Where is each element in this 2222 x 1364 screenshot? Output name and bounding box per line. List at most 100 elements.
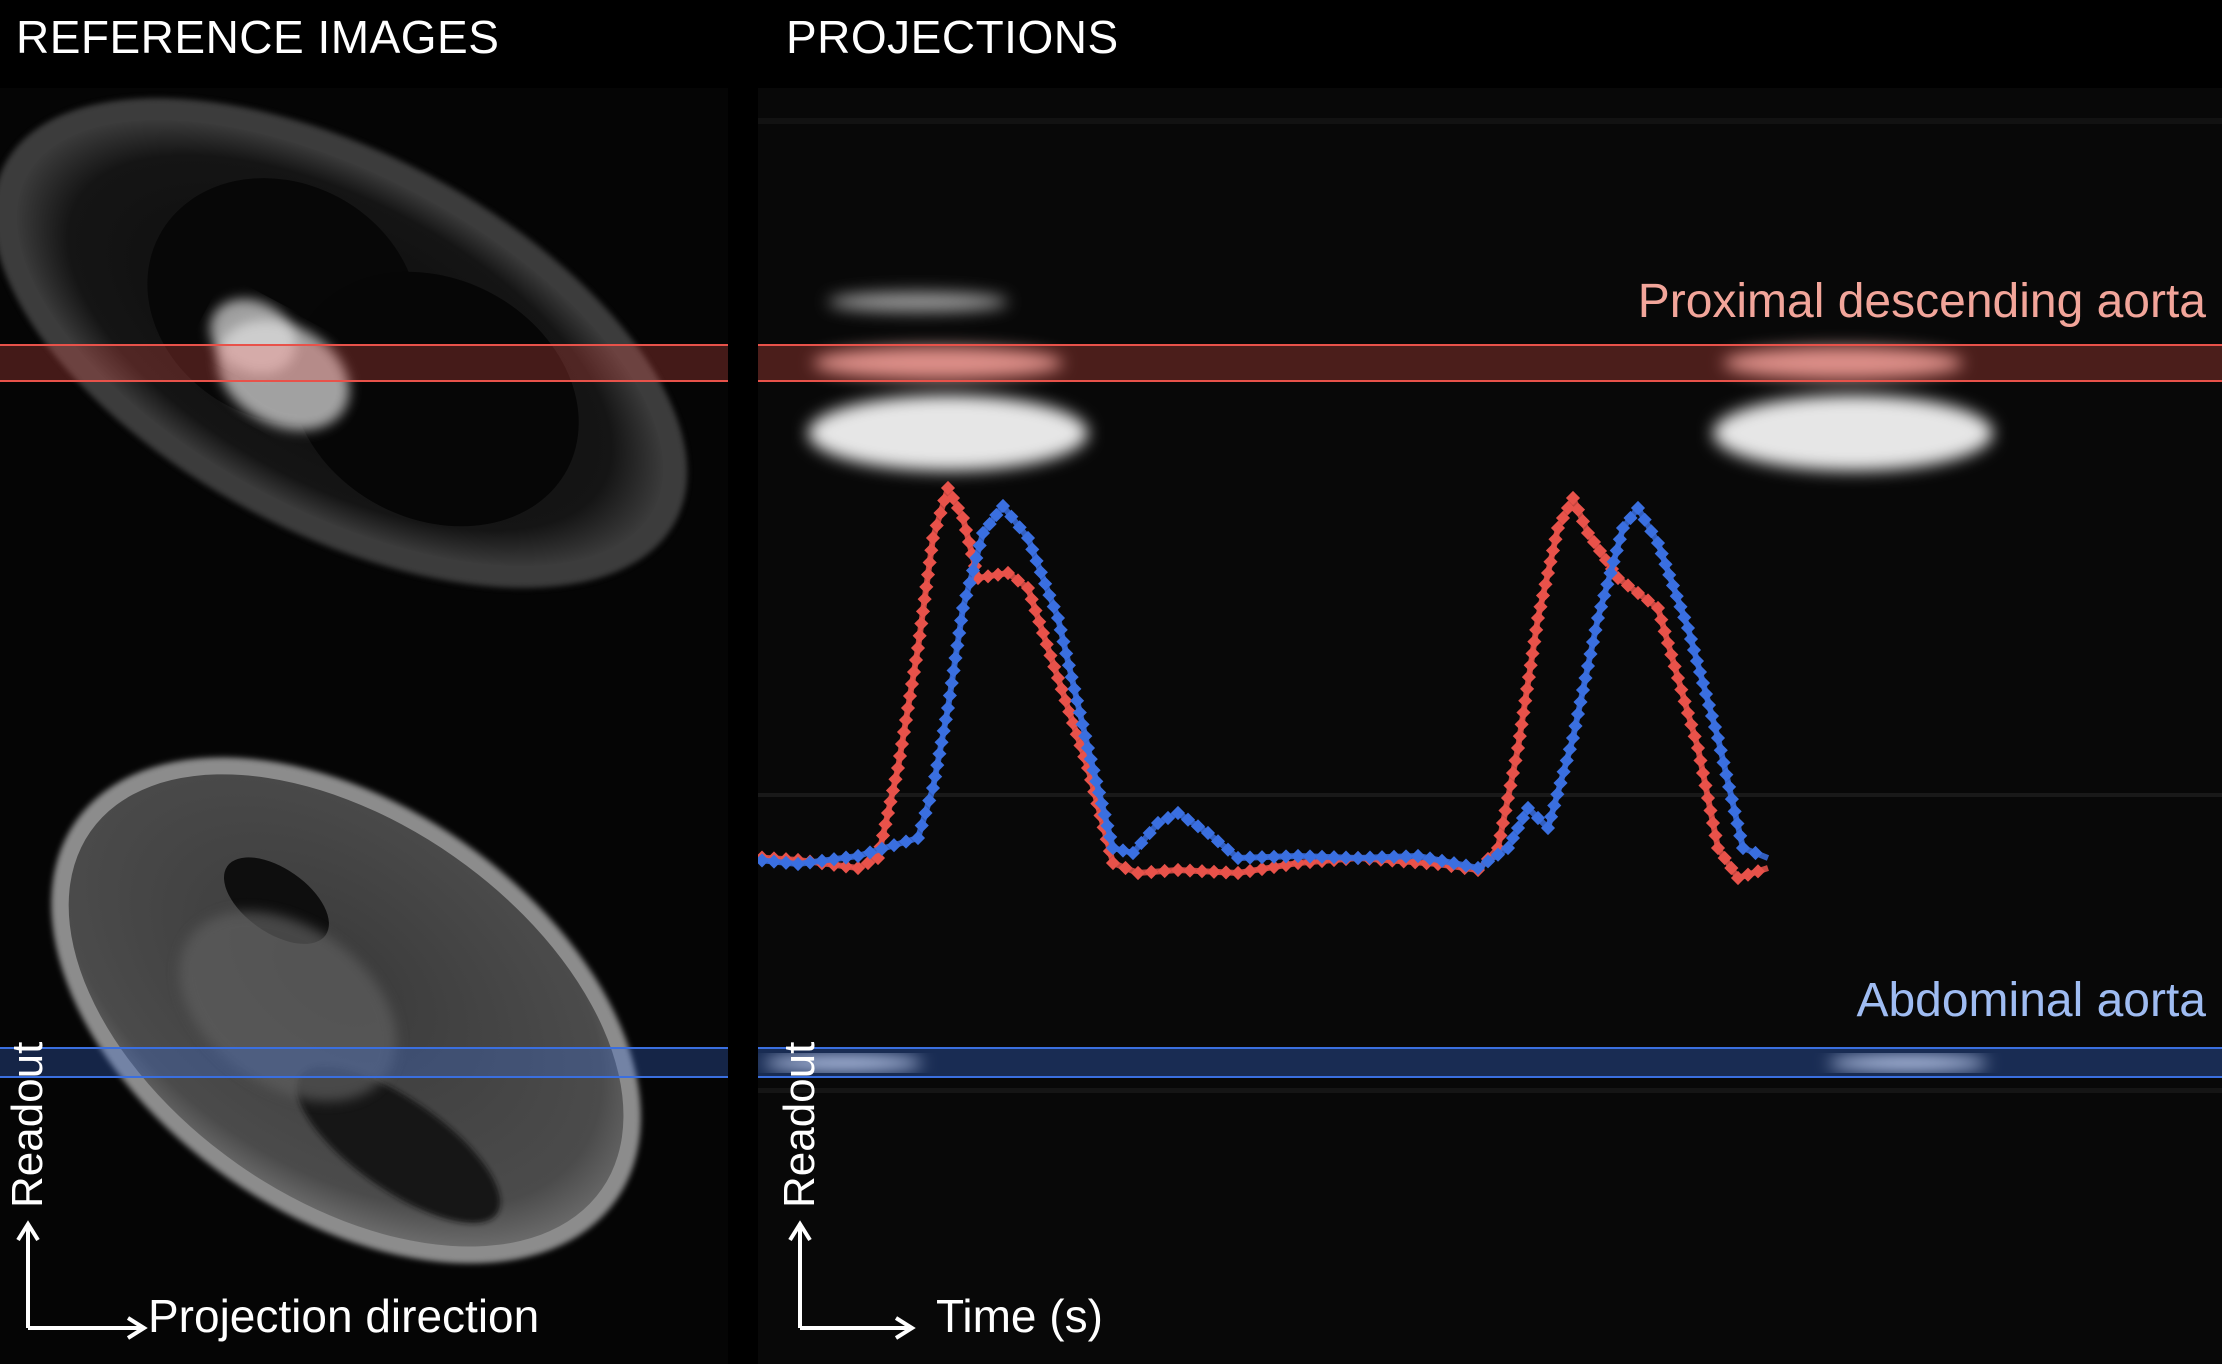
proximal-curve-marker: [1575, 514, 1591, 529]
reference-images-header: REFERENCE IMAGES: [16, 11, 500, 63]
abdominal-curve-marker: [955, 600, 971, 616]
abdominal-curve-marker: [1606, 554, 1621, 569]
abdominal-curve-marker: [910, 830, 926, 846]
abdominal-curve-marker: [1190, 819, 1206, 834]
abdominal-curve-marker: [1510, 820, 1526, 836]
proximal-curve-marker: [1065, 715, 1081, 731]
proximal-curve-marker: [898, 712, 914, 728]
abdominal-curve-marker: [954, 613, 969, 628]
proximal-curve-marker: [1680, 705, 1696, 721]
proximal-curve-marker: [1705, 815, 1721, 831]
proximal-curve-marker: [880, 805, 896, 821]
proximal-curve-marker: [1230, 865, 1246, 881]
proximal-curve-marker: [1512, 729, 1527, 744]
proximal-curve-marker: [1254, 861, 1270, 877]
abdominal-curve-marker: [1142, 825, 1157, 841]
abdominal-curve-marker: [1434, 853, 1450, 868]
proximal-curve-marker: [1674, 682, 1689, 697]
proximal-curve-marker: [1000, 565, 1016, 581]
proximal-curve-marker: [1527, 634, 1542, 649]
abdominal-curve-marker: [1553, 775, 1568, 791]
proximal-curve-marker: [1703, 803, 1718, 818]
proximal-curve-marker: [920, 567, 936, 582]
proximal-curve-marker: [958, 522, 974, 538]
proximal-curve-marker: [904, 676, 920, 692]
proximal-descending-aorta-label: Proximal descending aorta: [1637, 275, 2206, 328]
proximal-curve-marker: [1664, 647, 1679, 662]
abdominal-curve-marker: [838, 850, 854, 865]
abdominal-curve-marker: [1730, 816, 1745, 831]
proximal-curve-marker: [1538, 577, 1553, 592]
abdominal-curve-marker: [1302, 849, 1318, 864]
proximal-curve-marker: [1032, 614, 1047, 629]
time-axis-label: Time (s): [936, 1290, 1103, 1342]
proximal-curve-marker: [1035, 625, 1051, 641]
abdominal-curve-marker: [1707, 719, 1723, 735]
abdominal-curve-marker: [942, 688, 957, 703]
proximal-curve-marker: [1580, 525, 1596, 541]
proximal-curve-marker: [1020, 580, 1036, 596]
proximal-curve-marker: [1266, 859, 1282, 875]
proximal-curve-marker: [1508, 753, 1523, 768]
proximal-curve-marker: [1039, 637, 1054, 652]
proximal-curve-marker: [924, 543, 939, 558]
abdominal-curve-marker: [1064, 670, 1079, 685]
proximal-curve-marker: [894, 736, 910, 752]
abdominal-curve-marker: [1673, 599, 1688, 614]
proximal-curve-marker: [1690, 740, 1706, 756]
proximal-curve-marker: [1062, 704, 1077, 719]
abdominal-curve-marker: [1160, 810, 1176, 826]
projection-readout-label: Readout: [775, 1041, 824, 1208]
proximal-curve-marker: [1043, 648, 1058, 663]
proximal-curve-marker: [1592, 543, 1608, 559]
thorax-slice: [0, 98, 688, 588]
proximal-curve-marker: [875, 828, 891, 843]
proximal-curve-marker: [1523, 658, 1538, 673]
reference-readout-label: Readout: [3, 1041, 52, 1208]
abdominal-curve-marker: [918, 805, 933, 821]
abdominal-curve-marker: [1722, 779, 1737, 794]
abdominal-curve-marker: [1254, 850, 1270, 865]
proximal-curve-marker: [1493, 828, 1508, 843]
abdominal-curve-marker: [1097, 807, 1112, 822]
abdominal-curve-marker: [1180, 812, 1196, 827]
abdominal-curve-marker: [802, 855, 818, 870]
abdominal-curve-marker: [1374, 850, 1390, 865]
proximal-curve-marker: [1540, 565, 1556, 581]
proximal-curve-marker: [961, 534, 977, 550]
abdominal-curve-marker: [1134, 835, 1149, 851]
proximal-curve-marker: [1028, 603, 1043, 618]
abdominal-curve-marker: [1698, 686, 1714, 702]
abdominal-curve-marker: [1683, 631, 1699, 647]
abdomen-slice: [51, 757, 641, 1264]
abdominal-curve-marker: [1573, 694, 1588, 710]
abdominal-curve-marker: [1680, 620, 1696, 636]
abdominal-curve-marker: [1600, 577, 1615, 592]
abdominal-curve-marker: [1565, 730, 1581, 746]
abdominal-curve-marker: [1550, 787, 1565, 802]
abdominal-curve-marker: [1170, 805, 1186, 821]
abdominal-curve-marker: [946, 663, 961, 678]
abdominal-curve-marker: [1724, 792, 1739, 807]
proximal-curve-marker: [922, 555, 937, 570]
proximal-curve-marker: [900, 700, 916, 716]
proximal-curve-marker: [933, 505, 948, 521]
proximal-curve-marker: [912, 628, 927, 643]
abdominal-curve-marker: [1290, 848, 1306, 864]
abdominal-curve-marker: [1578, 670, 1593, 686]
projections-canvas: [758, 118, 2222, 1340]
abdominal-curve-marker: [886, 838, 902, 853]
proximal-curve-marker: [888, 772, 903, 787]
abdominal-curve-marker: [1386, 849, 1402, 864]
proximal-curve-marker: [850, 860, 866, 876]
abdominal-curve-marker: [1220, 842, 1236, 857]
proximal-curve-marker: [1684, 717, 1699, 732]
proximal-band-projection: [758, 345, 2222, 381]
proximal-curve-marker: [1660, 635, 1676, 651]
abdominal-curve-marker: [1520, 800, 1536, 816]
projections-panel: Proximal descending aorta Abdominal aort…: [758, 88, 2222, 1364]
proximal-curve-marker: [1650, 600, 1666, 616]
proximal-curve-marker: [1514, 717, 1529, 732]
abdominal-curve-marker: [1200, 825, 1216, 841]
proximal-curve-marker: [1654, 612, 1669, 627]
